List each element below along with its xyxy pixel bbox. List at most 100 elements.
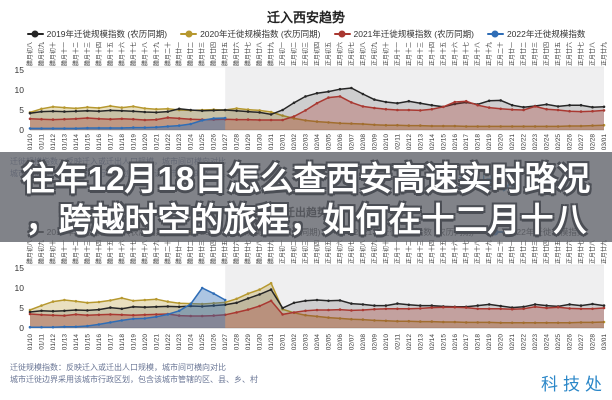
x-tick-label: 01/15 xyxy=(84,334,91,351)
series-point-2021 xyxy=(373,307,376,311)
x-tick-label: 02/17 xyxy=(463,134,470,151)
series-point-2022 xyxy=(177,124,181,127)
series-point-2021 xyxy=(361,105,365,108)
series-point-2021 xyxy=(430,107,434,111)
series-point-2020 xyxy=(40,304,43,307)
footnote-line1: 迁徙规模指数：反映迁入或迁出人口规模，城市间可横向对比 xyxy=(10,363,226,372)
series-point-2020 xyxy=(556,321,560,325)
x-tick-label: 01/18 xyxy=(119,334,126,351)
headline-overlay-band: 往年12月18日怎么查西安高速实时路况 ，跨越时空的旅程，如何在十二月十八 xyxy=(0,152,612,242)
series-point-2019 xyxy=(86,109,89,113)
series-point-2022 xyxy=(143,317,147,320)
lunar-date-label: 腊月廿四 xyxy=(210,240,218,264)
series-point-2022 xyxy=(223,298,227,302)
series-point-2019 xyxy=(315,298,319,302)
series-point-2021 xyxy=(132,313,135,317)
series-point-2021 xyxy=(177,314,181,317)
x-tick-label: 01/16 xyxy=(96,134,103,151)
x-tick-label: 01/17 xyxy=(107,334,114,351)
x-tick-label: 02/25 xyxy=(555,334,562,351)
series-point-2019 xyxy=(545,103,548,106)
series-point-2020 xyxy=(522,321,525,325)
series-point-2019 xyxy=(499,304,503,308)
series-point-2019 xyxy=(407,99,411,103)
series-point-2021 xyxy=(40,313,43,317)
x-tick-label: 02/15 xyxy=(440,134,447,151)
lunar-date-label: 腊月十一 xyxy=(60,240,68,264)
series-point-2021 xyxy=(522,307,525,311)
series-point-2019 xyxy=(315,91,319,95)
series-point-2022 xyxy=(40,325,43,329)
x-tick-label: 02/04 xyxy=(314,334,321,351)
legend-marker-2021 xyxy=(333,30,351,38)
series-point-2019 xyxy=(591,302,594,306)
x-tick-label: 02/02 xyxy=(291,134,298,151)
x-tick-label: 01/30 xyxy=(257,334,264,351)
series-point-2020 xyxy=(602,320,606,324)
series-point-2020 xyxy=(143,107,147,110)
series-point-2021 xyxy=(373,106,376,110)
series-point-2019 xyxy=(63,309,66,313)
lunar-date-label: 腊月廿一 xyxy=(175,240,183,264)
series-point-2021 xyxy=(442,305,445,309)
lunar-date-label: 腊月廿九 xyxy=(267,42,275,66)
x-tick-label: 02/28 xyxy=(590,134,597,151)
series-point-2021 xyxy=(453,305,457,309)
series-point-2021 xyxy=(120,313,124,317)
series-point-2021 xyxy=(223,313,227,317)
series-point-2021 xyxy=(143,313,147,317)
lunar-date-label: 腊月初九 xyxy=(38,42,46,66)
series-point-2021 xyxy=(510,307,514,311)
series-point-2021 xyxy=(556,305,560,309)
lunar-date-label: 腊月初九 xyxy=(38,240,46,264)
series-point-2019 xyxy=(200,109,204,113)
series-point-2021 xyxy=(315,308,319,312)
series-point-2020 xyxy=(132,105,135,108)
series-point-2020 xyxy=(533,125,537,128)
series-point-2021 xyxy=(97,313,101,317)
x-tick-label: 01/18 xyxy=(119,134,126,151)
series-point-2021 xyxy=(109,117,112,121)
lunar-date-label: 正月十三 xyxy=(416,42,424,66)
series-point-2021 xyxy=(407,108,411,112)
series-point-2019 xyxy=(166,110,170,113)
x-tick-label: 02/06 xyxy=(337,334,344,351)
series-point-2020 xyxy=(86,301,89,305)
series-point-2019 xyxy=(476,304,480,307)
series-point-2019 xyxy=(97,109,101,113)
x-tick-label: 02/27 xyxy=(578,334,585,351)
y-tick-label: 15 xyxy=(15,263,25,273)
series-point-2021 xyxy=(327,96,330,99)
series-point-2020 xyxy=(407,124,411,127)
x-tick-label: 02/21 xyxy=(509,334,516,351)
series-point-2021 xyxy=(200,314,204,318)
series-point-2019 xyxy=(155,111,158,114)
x-tick-label: 02/03 xyxy=(303,334,310,351)
lunar-date-label: 正月初五 xyxy=(325,42,333,66)
x-tick-label: 02/13 xyxy=(417,334,424,351)
series-point-2019 xyxy=(384,100,388,104)
series-point-2019 xyxy=(568,103,571,107)
series-point-2021 xyxy=(51,118,55,121)
series-point-2021 xyxy=(533,105,537,108)
lunar-date-label: 腊月廿五 xyxy=(221,42,229,66)
x-tick-label: 02/10 xyxy=(383,334,390,351)
series-point-2019 xyxy=(120,109,124,113)
series-point-2021 xyxy=(556,108,560,112)
series-point-2022 xyxy=(155,315,158,319)
series-point-2020 xyxy=(476,125,480,128)
series-point-2020 xyxy=(487,125,491,128)
series-point-2021 xyxy=(453,100,457,104)
series-area-2020 xyxy=(30,106,604,130)
series-point-2020 xyxy=(430,320,434,323)
series-point-2022 xyxy=(120,319,124,322)
series-point-2021 xyxy=(292,115,296,118)
series-point-2020 xyxy=(545,125,548,128)
series-point-2020 xyxy=(86,105,89,109)
series-point-2021 xyxy=(109,313,112,316)
series-point-2020 xyxy=(155,297,158,301)
series-point-2021 xyxy=(396,108,399,112)
series-point-2019 xyxy=(143,110,147,114)
series-point-2019 xyxy=(246,297,250,300)
x-tick-label: 02/26 xyxy=(567,334,574,351)
